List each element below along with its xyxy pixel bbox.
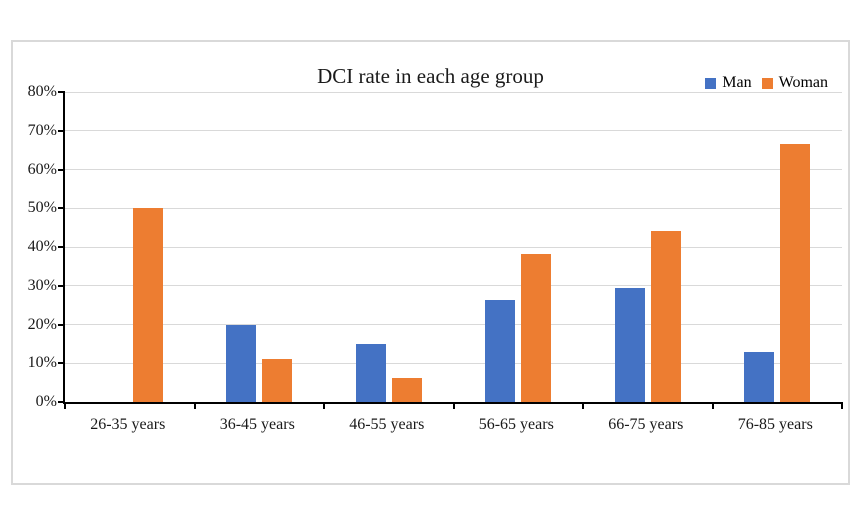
x-axis-category-label: 26-35 years — [90, 416, 166, 433]
x-axis-tick — [841, 402, 843, 409]
gridline-60 — [65, 169, 842, 170]
legend-label-man: Man — [722, 74, 752, 91]
y-axis-tick — [58, 284, 65, 287]
y-axis-tick-label: 30% — [27, 276, 57, 294]
legend-item-man: Man — [705, 73, 752, 93]
bar-woman-6 — [780, 143, 811, 402]
bar-man-3 — [355, 343, 386, 402]
x-axis-tick — [64, 402, 66, 409]
plot-area — [58, 91, 843, 409]
x-axis-tick — [323, 402, 325, 409]
bar-woman-3 — [391, 377, 422, 402]
bar-woman-1 — [132, 208, 163, 402]
y-axis-labels: 0% 10% 20% 30% 40% 50% 60% 70% 80% — [17, 42, 57, 483]
x-axis-category-label: 66-75 years — [608, 416, 684, 433]
x-axis-category-label: 76-85 years — [737, 416, 813, 433]
bar-woman-5 — [650, 231, 681, 402]
y-axis-tick — [58, 129, 65, 132]
y-axis-tick-label: 80% — [27, 83, 57, 100]
x-axis-tick — [193, 402, 196, 409]
gridline-20 — [65, 324, 842, 325]
x-axis-category-label: 36-45 years — [219, 416, 295, 433]
man-series-swatch — [705, 77, 717, 89]
y-axis-tick-label: 0% — [35, 393, 57, 410]
x-axis-tick — [711, 402, 714, 409]
gridline-50 — [65, 207, 842, 209]
legend-item-woman: Woman — [761, 73, 828, 93]
gridline-40 — [65, 246, 842, 248]
bar-man-4 — [485, 300, 516, 402]
y-axis-tick — [58, 168, 65, 171]
x-axis-tick — [452, 402, 455, 409]
y-axis-tick-label: 70% — [27, 121, 57, 139]
gridline-30 — [65, 285, 842, 287]
y-axis-tick-label: 40% — [27, 238, 57, 255]
legend-label-woman: Woman — [778, 74, 828, 91]
y-axis-tick — [58, 401, 65, 403]
bar-man-2 — [226, 324, 257, 402]
x-axis-tick — [582, 402, 584, 409]
bar-man-6 — [744, 351, 775, 402]
chart-title: DCI rate in each age group — [317, 64, 544, 88]
legend: Man Woman — [705, 73, 828, 93]
bar-woman-4 — [521, 253, 552, 402]
y-axis-tick-label: 60% — [27, 160, 57, 178]
x-axis-category-label: 46-55 years — [349, 416, 425, 433]
x-axis-category-label: 56-65 years — [478, 416, 554, 433]
bar-woman-2 — [262, 359, 293, 402]
x-axis-labels: 26-35 years 36-45 years 46-55 years 56-65 y… — [63, 414, 840, 438]
y-axis-tick-label: 20% — [27, 315, 57, 333]
gridline-10 — [65, 362, 842, 364]
y-axis-tick — [58, 246, 65, 248]
y-axis-tick — [58, 91, 65, 93]
y-axis-tick-label: 10% — [27, 354, 57, 372]
y-axis-tick — [58, 362, 65, 365]
y-axis-tick-label: 50% — [27, 199, 57, 217]
y-axis-tick — [58, 207, 65, 210]
woman-series-swatch — [761, 77, 773, 89]
y-axis-tick — [58, 323, 65, 326]
chart-frame: DCI rate in each age group Man Woman 0% 1… — [11, 40, 850, 485]
gridline-70 — [65, 130, 842, 132]
gridline-80 — [65, 91, 842, 93]
bar-man-5 — [614, 288, 645, 402]
